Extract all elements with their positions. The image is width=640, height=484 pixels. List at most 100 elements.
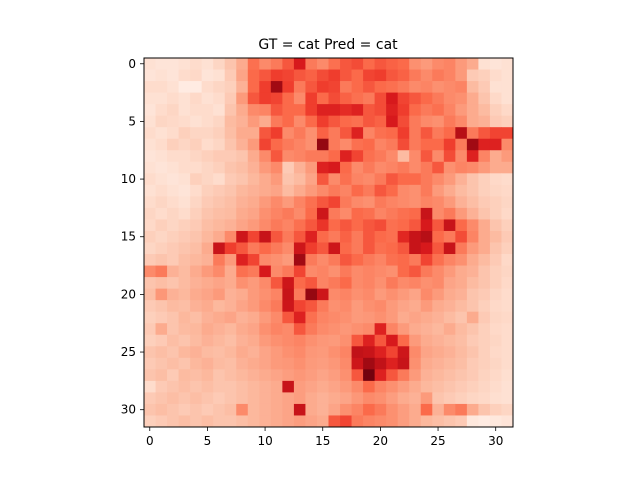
heatmap-cell [455,369,468,382]
heatmap-cell [213,334,226,347]
heatmap-cell [178,277,191,290]
heatmap-cell [236,403,249,416]
heatmap-cell [386,369,399,382]
heatmap-cell [236,369,249,382]
heatmap-cell [489,300,502,313]
heatmap-cell [155,323,168,336]
heatmap-cell [386,346,399,359]
heatmap-cell [270,58,283,70]
heatmap-cell [155,81,168,93]
heatmap-cell [455,277,468,290]
heatmap-cell [144,392,156,405]
heatmap-cell [247,369,260,382]
heatmap-cell [236,415,249,428]
heatmap-cell [328,265,341,278]
heatmap-cell [201,115,214,128]
heatmap-cell [247,138,260,151]
heatmap-cell [167,265,179,278]
heatmap-cell [190,69,203,82]
heatmap-cell [455,150,468,163]
heatmap-cell [420,173,433,186]
heatmap-cell [247,173,260,186]
heatmap-cell [201,380,214,393]
heatmap-cell [270,369,283,382]
heatmap-cell [201,254,214,266]
heatmap-cell [293,300,306,313]
heatmap-cell [328,300,341,313]
y-tick-label: 5 [128,114,136,128]
heatmap-cell [432,300,445,313]
heatmap-cell [374,58,387,70]
heatmap-cell [201,369,214,382]
heatmap-cell [489,311,502,324]
heatmap-cell [224,346,237,359]
heatmap-cell [190,346,203,359]
heatmap-cell [259,403,272,416]
heatmap-cell [351,230,364,243]
heatmap-cell [270,150,283,163]
heatmap-cell [236,254,249,266]
heatmap-cell [259,277,272,290]
heatmap-cell [351,138,364,151]
heatmap-cell [501,242,514,255]
heatmap-cell [201,161,214,174]
heatmap-cell [501,265,514,278]
heatmap-cell [293,265,306,278]
heatmap-cell [455,392,468,405]
heatmap-cell [190,369,203,382]
heatmap-cell [178,104,191,117]
heatmap-cell [213,173,226,186]
heatmap-cell [455,207,468,220]
heatmap-cell [501,150,514,163]
heatmap-cell [420,115,433,128]
heatmap-cell [363,242,376,255]
heatmap-cell [282,403,295,416]
heatmap-cell [270,138,283,151]
heatmap-cell [420,334,433,347]
heatmap-cell [270,115,283,128]
heatmap-cell [167,323,179,336]
heatmap-cell [144,69,156,82]
heatmap-cell [305,300,318,313]
heatmap-cell [397,242,410,255]
heatmap-cell [259,230,272,243]
heatmap-cell [374,92,387,105]
heatmap-cell [282,242,295,255]
heatmap-cell [293,104,306,117]
heatmap-cell [351,254,364,266]
heatmap-cell [224,357,237,370]
heatmap-cell [340,196,352,209]
heatmap-cell [351,184,364,197]
heatmap-cell [478,415,491,428]
heatmap-cell [178,150,191,163]
heatmap-cell [144,265,156,278]
heatmap-cell [478,265,491,278]
heatmap-cell [351,346,364,359]
heatmap-cell [420,104,433,117]
heatmap-cell [351,277,364,290]
heatmap-cell [316,115,329,128]
heatmap-cell [167,150,179,163]
heatmap-cell [409,196,422,209]
heatmap-cell [420,207,433,220]
heatmap-cell [213,196,226,209]
heatmap-cell [178,69,191,82]
heatmap-cell [374,346,387,359]
heatmap-cell [144,369,156,382]
heatmap-cell [293,288,306,301]
heatmap-cell [224,288,237,301]
heatmap-cell [466,184,479,197]
heatmap-cell [293,58,306,70]
heatmap-cell [259,265,272,278]
heatmap-cell [178,392,191,405]
heatmap-cell [340,277,352,290]
heatmap-cell [351,265,364,278]
heatmap-cell [213,369,226,382]
heatmap-cell [374,196,387,209]
heatmap-cell [259,357,272,370]
heatmap-cell [259,184,272,197]
heatmap-cell [270,81,283,93]
heatmap-cell [282,415,295,428]
heatmap-cell [443,265,456,278]
heatmap-cell [374,230,387,243]
